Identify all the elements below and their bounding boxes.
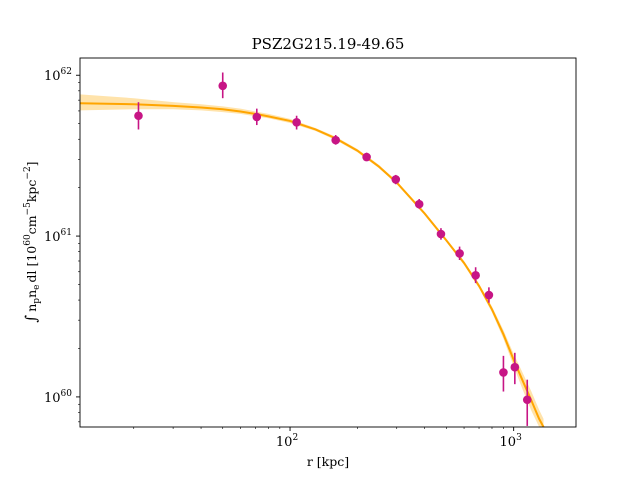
data-point xyxy=(252,108,262,126)
data-points-layer xyxy=(134,72,532,426)
data-point xyxy=(292,115,301,130)
data-point xyxy=(436,228,446,240)
chart-title: PSZ2G215.19-49.65 xyxy=(252,35,405,53)
x-tick-label: 102 xyxy=(276,433,298,450)
model-curve xyxy=(80,102,545,427)
y-tick-label: 1062 xyxy=(44,67,72,84)
data-marker xyxy=(252,112,262,122)
y-label-close: ] xyxy=(24,161,39,166)
data-point xyxy=(455,246,464,260)
data-marker xyxy=(292,117,301,127)
data-marker xyxy=(331,135,340,145)
plot-frame xyxy=(79,57,577,428)
data-point xyxy=(362,152,371,162)
confidence-band-layer xyxy=(80,94,544,427)
y-label-exp1: 60 xyxy=(23,234,33,246)
x-axis-ticks: 102 103 xyxy=(133,427,523,450)
y-axis-ticks: 1060 1061 1062 xyxy=(44,67,80,423)
data-marker xyxy=(510,362,520,372)
data-marker xyxy=(218,81,228,91)
data-point xyxy=(499,355,508,392)
data-marker xyxy=(522,395,532,405)
y-tick-label: 1060 xyxy=(44,389,72,406)
data-point xyxy=(471,267,480,284)
y-label-np-sub: p xyxy=(32,298,42,304)
data-point xyxy=(218,72,228,99)
y-label-dl: dl [10 xyxy=(24,246,39,283)
data-point xyxy=(510,352,520,385)
y-label-np: n xyxy=(24,304,39,312)
data-point xyxy=(331,135,340,145)
data-marker xyxy=(484,290,494,300)
model-curve-layer xyxy=(80,102,545,427)
y-tick-label: 1061 xyxy=(44,228,72,245)
data-marker xyxy=(455,249,464,258)
y-label-kpc: kpc xyxy=(24,180,39,203)
data-marker xyxy=(134,111,143,121)
data-marker xyxy=(362,152,371,162)
y-label-exp2: −5 xyxy=(23,202,33,216)
data-marker xyxy=(414,199,424,209)
x-tick-label: 103 xyxy=(500,433,523,450)
data-point xyxy=(134,102,143,130)
y-label-ne: n xyxy=(24,290,39,298)
y-label-exp3: −2 xyxy=(23,166,33,179)
data-point xyxy=(414,199,424,209)
data-point xyxy=(522,379,532,426)
y-label-integral: ∫ xyxy=(22,315,40,323)
y-label-ne-sub: e xyxy=(32,285,42,290)
data-marker xyxy=(436,229,446,239)
data-marker xyxy=(471,271,480,280)
data-point xyxy=(391,174,401,185)
confidence-band xyxy=(80,94,544,427)
y-axis-label: ∫npnedl [1060cm−5kpc−2] xyxy=(22,161,42,322)
data-marker xyxy=(499,368,508,377)
y-label-cm: cm xyxy=(24,215,39,234)
x-axis-label: r [kpc] xyxy=(307,454,349,469)
data-marker xyxy=(391,175,401,184)
data-point xyxy=(484,287,494,303)
